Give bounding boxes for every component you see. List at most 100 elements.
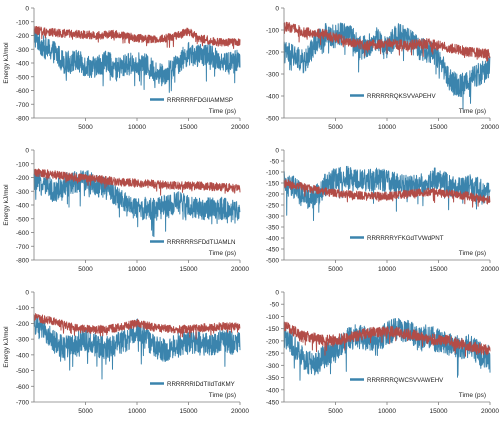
legend-box [347,233,447,242]
legend-box [147,379,238,388]
y-tick-label: -350 [266,375,279,382]
y-tick-label: -400 [266,236,279,243]
y-tick-label: -400 [16,203,29,210]
series-blue-line [33,28,241,93]
x-tick-label: 15000 [179,124,197,131]
y-tick-label: -700 [16,244,29,251]
panel-3: 0 -100 -200 -300 -400 -500 -600 -700 -800 5000 100… [3,148,249,274]
y-tick-label: 0 [25,290,29,297]
y-tick-label: -500 [16,368,29,375]
panel-5: 0 -100 -200 -300 -400 -500 -600 -700 5000 10000 15… [3,290,249,416]
y-tick-label: -100 [266,170,279,177]
y-tick-label: -800 [16,116,29,123]
legend-label: RRRRRRSFDdTIJAMLN [167,239,235,246]
x-axis-title: Time (ps) [459,108,486,115]
legend-box [347,375,447,384]
series-red-line [33,313,241,340]
series-red-line [283,21,491,62]
series-red-line [33,168,241,196]
legend-label: RRRRRRFDGIIAMMSP [167,97,233,104]
x-tick-label: 20000 [481,266,499,273]
y-tick-label: -800 [16,258,29,265]
y-tick-label: -200 [266,338,279,345]
x-tick-label: 10000 [128,408,146,415]
y-tick-label: -100 [16,161,29,168]
y-tick-label: -500 [16,216,29,223]
y-tick-label: -600 [16,230,29,237]
panel-1: 0 -100 -200 -300 -400 -500 -600 -700 -800 5000 100… [3,6,249,132]
x-tick-label: 15000 [179,266,197,273]
legend-label: RRRRRRQWCSVVAWEHV [367,377,444,384]
y-tick-label: -500 [266,116,279,123]
x-tick-label: 15000 [429,124,447,131]
y-tick-label: 0 [275,290,279,297]
y-tick-label: -300 [16,47,29,54]
legend-box [147,237,239,246]
x-tick-label: 5000 [328,124,343,131]
x-tick-label: 15000 [179,408,197,415]
x-axis-title: Time (ps) [209,250,236,257]
y-tick-label: -400 [16,352,29,359]
y-tick-label: -300 [266,72,279,79]
x-tick-label: 5000 [78,266,93,273]
x-tick-label: 10000 [378,408,396,415]
x-tick-label: 10000 [128,124,146,131]
y-tick-label: -450 [266,247,279,254]
x-axis-title: Time (ps) [459,392,486,399]
series-red-line [33,26,241,49]
y-tick-label: -400 [266,387,279,394]
legend-box [147,95,236,104]
y-axis-title: Energy kJ/mol [3,326,10,368]
x-tick-label: 5000 [328,408,343,415]
x-tick-label: 20000 [231,408,249,415]
x-tick-label: 5000 [328,266,343,273]
x-tick-label: 5000 [78,408,93,415]
y-tick-label: -350 [266,225,279,232]
y-tick-label: -100 [266,314,279,321]
y-tick-label: -200 [16,175,29,182]
y-tick-label: -400 [16,61,29,68]
legend-box [347,91,439,100]
series-blue-line [33,170,241,238]
y-axis-title: Energy kJ/mol [3,184,10,226]
y-tick-label: -150 [266,326,279,333]
y-tick-label: 0 [25,148,29,155]
y-tick-label: -300 [16,189,29,196]
series-blue-line [33,314,241,380]
y-tick-label: -50 [270,302,280,309]
y-tick-label: -600 [16,88,29,95]
y-tick-label: -200 [16,321,29,328]
y-tick-label: -100 [16,19,29,26]
y-tick-label: -250 [266,351,279,358]
y-tick-label: -300 [16,337,29,344]
y-tick-label: -450 [266,400,279,407]
x-tick-label: 20000 [481,124,499,131]
y-tick-label: -200 [266,50,279,57]
legend-label: RRRRRRYFKGdTVWdPNT [367,235,444,242]
x-axis-title: Time (ps) [209,108,236,115]
y-tick-label: -300 [266,214,279,221]
y-tick-label: -600 [16,384,29,391]
y-tick-label: 0 [25,6,29,13]
y-tick-label: -700 [16,102,29,109]
y-tick-label: -100 [266,28,279,35]
y-axis-title: Energy kJ/mol [3,42,10,84]
y-tick-label: -500 [16,74,29,81]
x-tick-label: 10000 [378,266,396,273]
x-tick-label: 15000 [429,266,447,273]
x-tick-label: 20000 [481,408,499,415]
y-tick-label: 0 [275,148,279,155]
y-tick-label: -700 [16,400,29,407]
panel-4: 0 -50 -100 -150 -200 -250 -300 -350 -400 -450 -500… [266,148,499,274]
series-red-line [283,321,491,357]
x-tick-label: 20000 [231,124,249,131]
series-red-line [283,179,491,208]
y-tick-label: -500 [266,258,279,265]
y-tick-label: -50 [270,159,280,166]
y-tick-label: -150 [266,181,279,188]
x-axis-title: Time (ps) [459,250,486,257]
x-tick-label: 10000 [378,124,396,131]
y-tick-label: -400 [266,94,279,101]
y-tick-label: -100 [16,305,29,312]
y-tick-label: -200 [16,33,29,40]
